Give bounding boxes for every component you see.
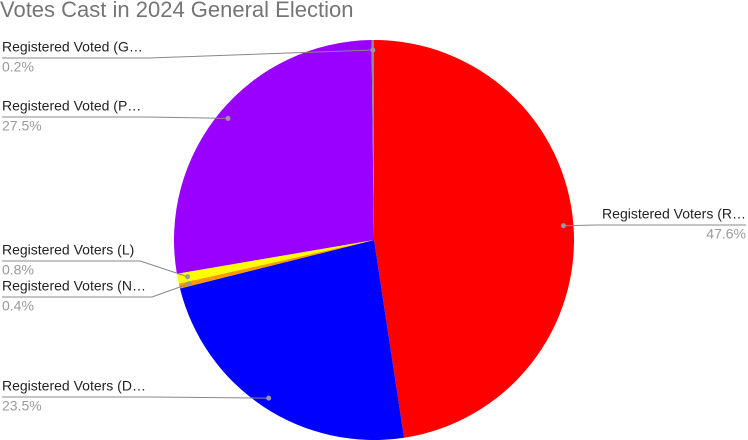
pie-slice: [371, 40, 374, 240]
leader-line: [2, 260, 188, 278]
leader-line: [2, 116, 228, 119]
leader-line: [2, 396, 269, 399]
leader-line: [2, 49, 373, 59]
leader-dot: [266, 395, 272, 401]
pie-slice: [178, 240, 374, 289]
leader-dot: [186, 281, 192, 287]
leader-dot: [560, 223, 566, 229]
leader-line: [2, 283, 190, 298]
slice-label: Registered Voters (L): [2, 242, 134, 258]
slice-label: Registered Voters (N…: [2, 278, 146, 294]
slice-label: Registered Voters (R…: [602, 206, 746, 222]
slice-label: Registered Voted (P…: [2, 98, 141, 114]
slice-value-label: 47.6%: [706, 226, 746, 242]
slice-value-label: 0.2%: [2, 59, 34, 75]
slice-value-label: 0.4%: [2, 298, 34, 314]
chart-title: Votes Cast in 2024 General Election: [0, 0, 353, 22]
slice-value-label: 0.8%: [2, 262, 34, 278]
pie-slice: [179, 240, 405, 440]
slice-label: Registered Voted (G…: [2, 39, 143, 55]
leader-dot: [185, 274, 191, 280]
slice-label: Registered Voters (D…: [2, 378, 146, 394]
pie-slice: [374, 40, 574, 438]
leader-dot: [225, 115, 231, 121]
pie-slice: [176, 240, 374, 284]
pie-slice: [174, 40, 374, 274]
slice-value-label: 23.5%: [2, 398, 42, 414]
leader-dot: [370, 47, 376, 53]
slice-value-label: 27.5%: [2, 118, 42, 134]
leader-line: [563, 224, 746, 227]
